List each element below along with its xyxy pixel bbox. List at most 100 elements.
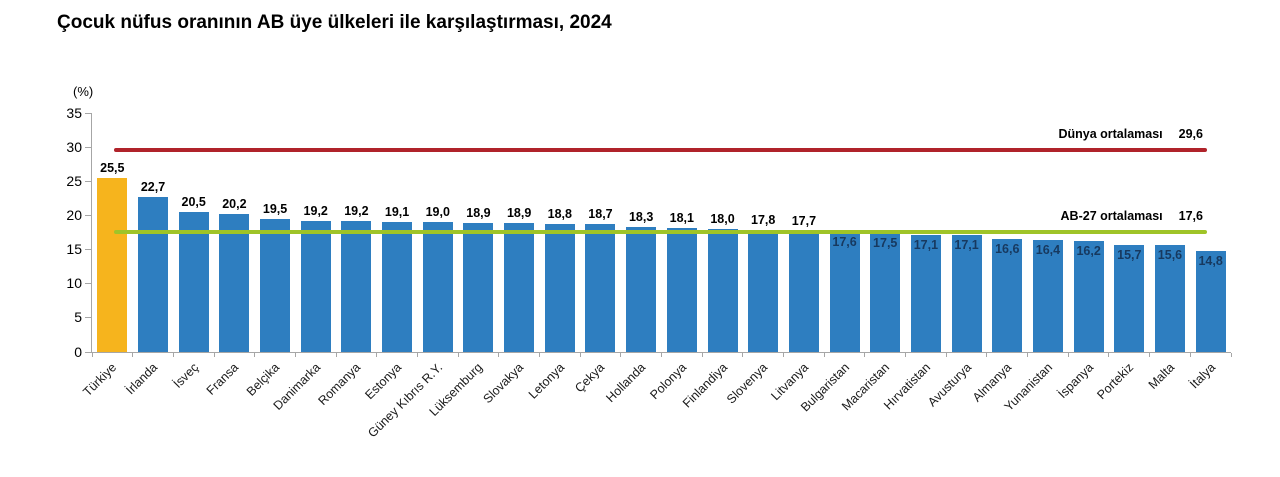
y-tick-label: 15	[66, 241, 82, 258]
y-axis-unit-label: (%)	[73, 84, 94, 99]
bar	[382, 221, 413, 352]
bar-value-label: 25,5	[100, 160, 125, 175]
x-tick	[986, 353, 988, 357]
y-tick	[85, 283, 91, 285]
bar-value-label: 19,2	[303, 203, 328, 218]
bar-value-label: 20,5	[181, 195, 206, 209]
bar-value-label: 14,8	[1198, 253, 1223, 268]
bar	[422, 222, 453, 352]
x-tick	[945, 353, 947, 357]
x-tick	[620, 353, 622, 357]
bar-value-label: 18,3	[628, 210, 654, 225]
chart-title: Çocuk nüfus oranının AB üye ülkeleri ile…	[57, 12, 612, 33]
bar-value-label: 19,5	[262, 201, 288, 216]
y-tick-label: 20	[66, 206, 82, 223]
bar	[463, 222, 494, 352]
x-tick	[1108, 353, 1110, 357]
bar	[910, 235, 941, 352]
x-tick	[864, 353, 866, 357]
y-tick	[85, 214, 91, 216]
bar-value-label: 18,1	[669, 211, 694, 226]
y-tick	[85, 180, 91, 182]
x-tick	[1230, 353, 1232, 357]
bar	[1114, 244, 1145, 352]
bar	[219, 214, 250, 352]
x-tick	[1149, 353, 1151, 357]
bar-value-label: 18,8	[547, 206, 572, 221]
bar	[951, 235, 982, 352]
bar-value-label: 18,9	[466, 205, 491, 220]
bar	[300, 220, 331, 352]
bar-value-label: 19,2	[344, 203, 369, 218]
x-tick	[457, 353, 459, 357]
bar	[666, 228, 697, 352]
bar	[178, 212, 209, 352]
x-tick	[1067, 353, 1069, 357]
x-tick	[213, 353, 215, 357]
bar-value-label: 18,9	[506, 205, 532, 220]
y-tick-label: 25	[66, 172, 82, 189]
bar-value-label: 15,7	[1117, 247, 1142, 262]
bar-value-label: 17,8	[751, 213, 776, 228]
bar	[1073, 241, 1104, 352]
y-tick	[85, 249, 91, 251]
x-tick	[91, 353, 93, 357]
x-tick	[172, 353, 174, 357]
reference-line-world-average	[114, 147, 1207, 152]
bar-value-label: 20,2	[222, 197, 247, 212]
reference-line-label-eu27-average: AB-27 ortalaması 17,6	[1061, 209, 1203, 224]
bar-value-label: 15,6	[1157, 248, 1183, 263]
x-tick	[742, 353, 744, 357]
bar-value-label: 16,2	[1076, 244, 1101, 259]
bar-value-label: 22,7	[140, 179, 166, 194]
reference-line-label-world-average: Dünya ortalaması 29,6	[1058, 127, 1203, 142]
y-tick	[85, 317, 91, 319]
bar-value-label: 19,1	[384, 204, 410, 219]
x-tick	[416, 353, 418, 357]
bar	[544, 223, 575, 352]
bar	[1154, 245, 1185, 352]
bar	[504, 222, 535, 352]
y-tick-label: 10	[66, 275, 82, 292]
y-tick-label: 5	[74, 309, 82, 326]
bar-value-label: 16,6	[995, 241, 1020, 256]
x-tick	[783, 353, 785, 357]
bar	[748, 230, 779, 352]
bar-value-label: 16,4	[1035, 243, 1061, 257]
y-tick-label: 35	[66, 104, 82, 121]
y-tick	[85, 351, 91, 353]
bar	[788, 231, 819, 352]
x-tick	[1027, 353, 1029, 357]
x-tick	[132, 353, 134, 357]
x-tick	[579, 353, 581, 357]
bar	[260, 218, 291, 352]
bar	[97, 177, 128, 352]
bar	[1032, 240, 1063, 352]
bar-value-label: 17,5	[873, 235, 898, 250]
reference-line-text: Dünya ortalaması	[1058, 126, 1163, 141]
bar	[829, 231, 860, 352]
bar-value-label: 18,0	[710, 212, 735, 227]
x-tick	[701, 353, 703, 357]
reference-line-text: AB-27 ortalaması	[1060, 208, 1163, 223]
x-tick	[376, 353, 378, 357]
reference-line-eu27-average	[114, 229, 1207, 234]
bar-value-label: 17,7	[791, 214, 817, 229]
x-tick	[498, 353, 500, 357]
x-tick	[823, 353, 825, 357]
plot-area: 0 5 10 15 20 25 30 35 25,5 Türkiye 22,7 İrlanda 20,5…	[66, 105, 1232, 440]
bar	[1195, 250, 1226, 352]
x-tick	[335, 353, 337, 357]
bar-value-label: 18,7	[588, 207, 613, 222]
x-tick	[254, 353, 256, 357]
y-tick	[85, 146, 91, 148]
bar	[870, 232, 901, 352]
bar	[992, 238, 1023, 352]
bar-value-label: 17,1	[913, 238, 939, 253]
x-tick	[1189, 353, 1191, 357]
bar-value-label: 17,1	[954, 238, 979, 253]
reference-line-value: 17,6	[1178, 208, 1203, 223]
x-tick	[661, 353, 662, 357]
reference-line-value: 29,6	[1178, 126, 1203, 141]
